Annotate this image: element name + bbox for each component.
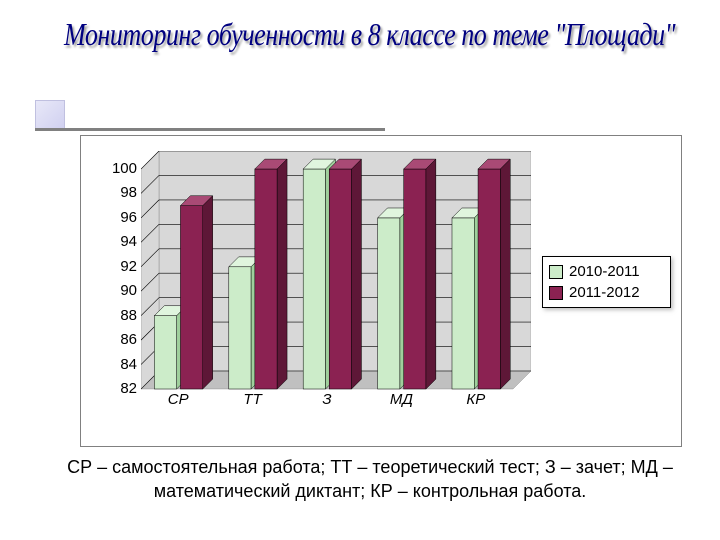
legend: 2010-2011 2011-2012 (542, 256, 671, 308)
y-tick-label: 92 (99, 258, 137, 275)
chart-plot (141, 151, 531, 411)
y-tick-label: 88 (99, 307, 137, 324)
caption: СР – самостоятельная работа; ТТ – теорет… (60, 455, 680, 504)
y-tick-label: 90 (99, 282, 137, 299)
legend-item: 2010-2011 (549, 261, 664, 282)
legend-item: 2011-2012 (549, 282, 664, 303)
category-label: ТТ (228, 391, 278, 408)
category-label: КР (451, 391, 501, 408)
y-tick-label: 96 (99, 209, 137, 226)
category-label: СР (153, 391, 203, 408)
category-label: МД (376, 391, 426, 408)
legend-label: 2011-2012 (569, 284, 640, 301)
decor-square-icon (35, 100, 65, 130)
title-container: Мониторинг обученности в 8 классе по тем… (40, 20, 700, 52)
chart-frame: 82 84 86 88 90 92 94 96 98 100 СР ТТ З МД КР 2010-201… (80, 135, 682, 447)
y-tick-label: 100 (99, 160, 137, 177)
category-label: З (302, 391, 352, 408)
decor-underline (35, 128, 385, 131)
y-tick-label: 84 (99, 356, 137, 373)
y-tick-label: 82 (99, 380, 137, 397)
legend-swatch-icon (549, 286, 563, 300)
page-title: Мониторинг обученности в 8 классе по тем… (64, 18, 675, 55)
y-tick-label: 98 (99, 184, 137, 201)
y-tick-label: 86 (99, 331, 137, 348)
y-tick-label: 94 (99, 233, 137, 250)
legend-label: 2010-2011 (569, 263, 640, 280)
legend-swatch-icon (549, 265, 563, 279)
chart-svg (141, 151, 531, 411)
